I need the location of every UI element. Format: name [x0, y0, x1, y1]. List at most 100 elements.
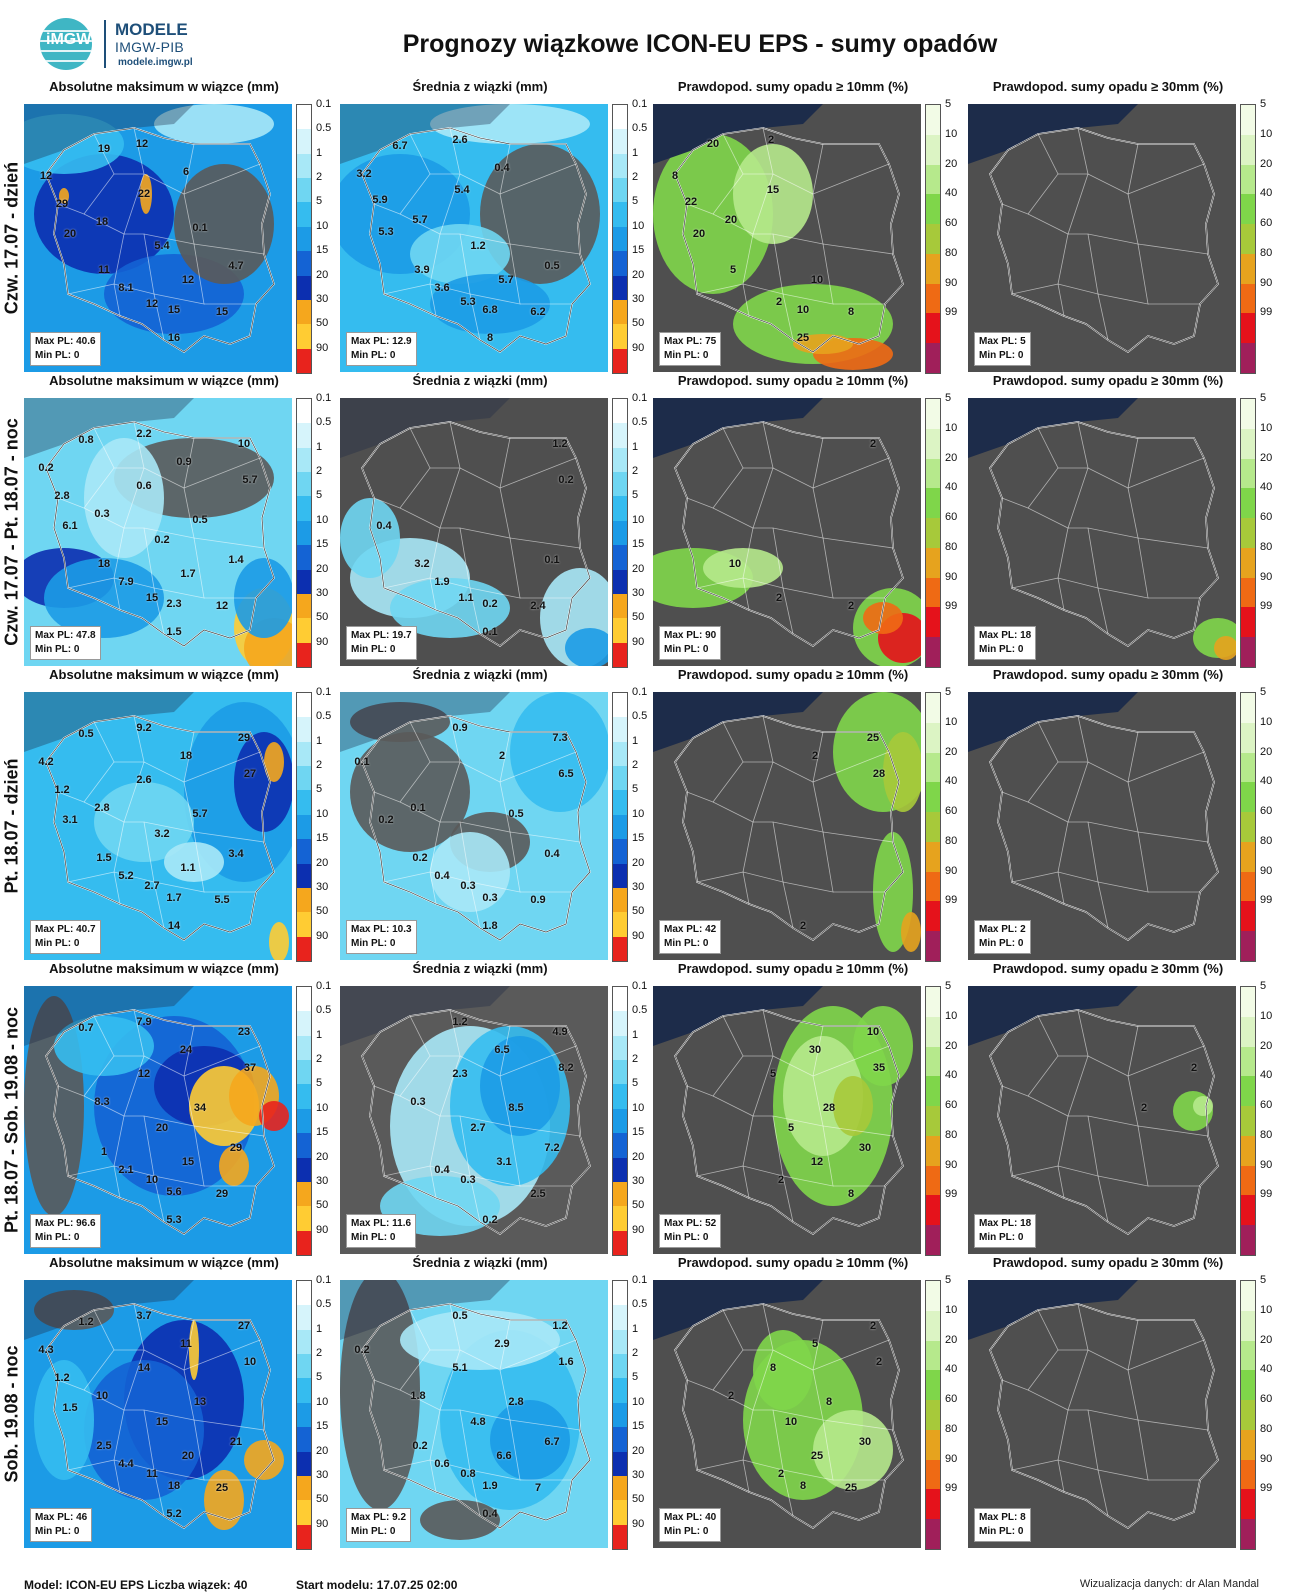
map-canvas [968, 692, 1236, 960]
map-value-label: 3.2 [414, 558, 430, 570]
color-scale-tick: 80 [1260, 1128, 1273, 1141]
color-scale-segment [613, 1524, 627, 1549]
panel-title: Średnia z wiązki (mm) [412, 79, 548, 94]
color-scale-segment [297, 324, 311, 349]
map-value-label: 2.6 [452, 134, 468, 146]
map-value-label: 0.9 [176, 456, 192, 468]
color-scale-tick: 50 [632, 1493, 645, 1506]
map-value-label: 25 [810, 1450, 824, 1462]
voivodeship-border [124, 193, 195, 245]
color-scale-segment [297, 1427, 311, 1452]
color-scale-segment [297, 1475, 311, 1501]
map-value-label: 27 [243, 768, 257, 780]
min-pl-value: Min PL: 0 [351, 938, 396, 949]
map-value-label: 0.9 [452, 722, 468, 734]
logo-circle-icon [40, 18, 92, 70]
color-scale-segment [297, 299, 311, 325]
map-value-label: 0.3 [94, 508, 110, 520]
color-scale-segment [297, 178, 311, 203]
precip-area [430, 832, 510, 912]
map-value-label: 5.7 [412, 214, 428, 226]
voivodeship-border [183, 751, 261, 783]
map-value-label: 0.4 [482, 1508, 498, 1520]
map-value-label: 0.2 [482, 598, 498, 610]
footer-start: Start modelu: 17.07.25 02:00 [296, 1578, 458, 1592]
color-scale-tick: 50 [632, 611, 645, 624]
map-canvas [340, 986, 608, 1254]
color-scale-segment [297, 496, 311, 521]
color-scale-tick: 5 [945, 686, 952, 698]
color-scale-tick: 80 [945, 1422, 958, 1435]
map-value-label: 9.2 [136, 722, 152, 734]
map-value-label: 0.2 [354, 1344, 370, 1356]
color-scale-segment [926, 224, 940, 254]
color-scale-segment [926, 812, 940, 842]
color-scale-tick: 20 [632, 562, 645, 575]
color-scale-segment [1241, 518, 1255, 548]
map-value-label: 18 [95, 216, 109, 228]
color-scale [612, 692, 628, 962]
color-scale-segment [1241, 637, 1255, 667]
map-value-label: 34 [193, 1102, 207, 1114]
color-scale-segment [1241, 931, 1255, 961]
map-value-label: 15 [155, 1416, 169, 1428]
color-scale-segment [613, 520, 627, 546]
color-scale-tick: 40 [1260, 1069, 1273, 1082]
baltic-sea [340, 692, 510, 752]
color-scale-tick: 5 [1260, 686, 1267, 698]
map-value-label: 2.6 [136, 774, 152, 786]
max-pl-value: Max PL: 18 [979, 630, 1032, 641]
map-value-label: 1.9 [434, 576, 450, 588]
row-label: Czw. 17.07 - Pt. 18.07 - noc [0, 398, 24, 666]
color-scale-segment [926, 313, 940, 344]
row-label-text: Sob. 19.08 - noc [1, 1345, 22, 1483]
color-scale-segment [613, 496, 627, 521]
precip-area [84, 1360, 204, 1500]
voivodeship-border [499, 1045, 577, 1077]
color-scale-segment [297, 1354, 311, 1379]
precip-area [420, 1500, 500, 1540]
voivodeship-border [1097, 881, 1109, 929]
color-scale-segment [926, 1489, 940, 1520]
color-scale-tick: 40 [1260, 187, 1273, 200]
precip-area [34, 1290, 114, 1330]
color-scale-tick: 80 [1260, 246, 1273, 259]
color-scale-segment [1241, 105, 1255, 135]
color-scale-tick: 80 [945, 1128, 958, 1141]
color-scale-tick: 10 [945, 1009, 958, 1022]
color-scale-segment [613, 1206, 627, 1231]
color-scale-segment [926, 637, 940, 667]
map-value-label: 8 [825, 1396, 833, 1408]
color-scale-tick: 40 [945, 775, 958, 788]
map-value-label: 0.2 [154, 534, 170, 546]
map-value-label: 10 [784, 1416, 798, 1428]
color-scale-tick: 1 [632, 1322, 639, 1335]
map-value-label: 20 [181, 1450, 195, 1462]
map-canvas [24, 104, 292, 372]
map-value-label: 6.1 [62, 520, 78, 532]
map-value-label: 2 [727, 1390, 735, 1402]
color-scale-tick: 5 [945, 392, 952, 404]
color-scale-segment [297, 839, 311, 864]
forecast-map: Max PL: 18 Min PL: 0 [968, 398, 1236, 666]
color-scale-tick: 60 [1260, 511, 1273, 524]
color-scale-tick: 15 [632, 1126, 645, 1139]
precip-area [44, 558, 164, 638]
map-value-label: 3.2 [356, 168, 372, 180]
map-value-label: 1.6 [558, 1356, 574, 1368]
map-value-label: 0.2 [482, 1214, 498, 1226]
color-scale-tick: 5 [632, 1077, 639, 1090]
map-value-label: 0.1 [354, 756, 370, 768]
stats-box: Max PL: 8 Min PL: 0 [974, 1508, 1031, 1542]
max-pl-value: Max PL: 40 [664, 1512, 717, 1523]
color-scale-tick: 60 [945, 805, 958, 818]
map-value-label: 5.5 [214, 894, 230, 906]
min-pl-value: Min PL: 0 [35, 938, 80, 949]
row-label: Sob. 19.08 - noc [0, 1280, 24, 1548]
panel-title: Prawdopod. sumy opadu ≥ 30mm (%) [992, 373, 1224, 388]
color-scale-segment [297, 202, 311, 227]
precip-area [34, 154, 174, 274]
map-value-label: 0.4 [494, 162, 510, 174]
map-value-label: 2 [1190, 1062, 1198, 1074]
color-scale-segment [297, 129, 311, 154]
